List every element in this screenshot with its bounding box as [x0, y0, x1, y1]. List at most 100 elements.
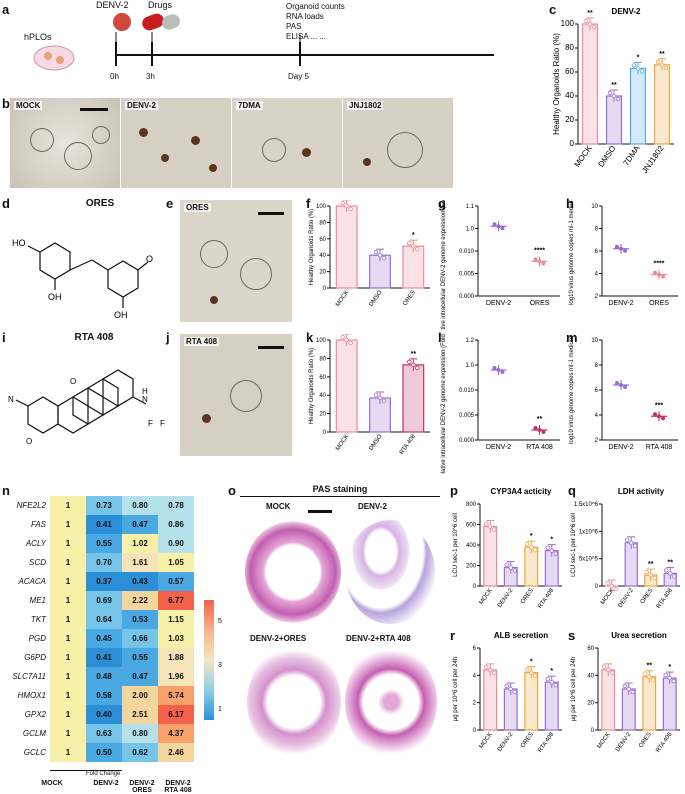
heatmap-cell: 1.02: [122, 534, 158, 553]
heatmap-cell: 1: [50, 496, 86, 515]
x-tick-label: RTA 408: [656, 587, 674, 610]
data-point: [608, 91, 612, 95]
heatmap-cell: 1: [50, 591, 86, 610]
data-point: [484, 522, 488, 526]
significance-label: *: [550, 668, 553, 675]
heatmap-cell: 0.90: [158, 534, 194, 553]
x-tick-label: ORES: [520, 732, 535, 749]
time-3h: 3h: [146, 72, 155, 81]
y-tick-label: 0.000: [459, 294, 475, 300]
x-tick-label: RTA 408: [655, 731, 673, 754]
dead-organoid: [161, 154, 169, 162]
x-tick-label: RTA 408: [537, 731, 555, 754]
color-scale-bar: [204, 600, 214, 720]
x-tick-label: ORES: [530, 300, 550, 307]
y-tick-label: 0: [591, 728, 595, 734]
panel-letter-d: d: [2, 196, 10, 211]
atom-oh-2: OH: [114, 310, 128, 320]
x-tick-label: MOCK: [600, 588, 615, 606]
y-axis-label: LCU sec-1 per 10^6 cell: [453, 513, 459, 577]
y-tick-label: 6: [595, 249, 599, 255]
heatmap-cell: 0.55: [122, 648, 158, 667]
y-tick-label: 1.1: [466, 204, 475, 210]
heatmap-column-label: MOCK: [34, 780, 70, 787]
heatmap-cell: 1.61: [122, 553, 158, 572]
y-tick-label: 80: [319, 220, 326, 226]
chart-title: CYP3A4 acticity: [491, 487, 552, 496]
micrograph-label: 7DMA: [236, 101, 263, 110]
heatmap-cell: 2.46: [158, 743, 194, 762]
heatmap-cell: 2.51: [122, 705, 158, 724]
x-tick-label: DENV-2: [486, 300, 511, 307]
data-point: [513, 569, 517, 573]
x-tick-label: MOCK: [597, 732, 612, 750]
heatmap-cell: 0.63: [86, 724, 122, 743]
significance-label: ***: [655, 402, 663, 409]
y-tick-label: 100: [316, 338, 327, 344]
gene-label: NFE2L2: [0, 501, 46, 510]
data-point: [484, 665, 488, 669]
y-axis-label: µg per 10^6 cell per 24h: [453, 657, 459, 721]
y-tick-label: 0: [323, 286, 327, 292]
data-point: [513, 690, 517, 694]
heatmap-column-label: DENV-2 ORES: [122, 780, 162, 794]
data-point: [497, 224, 501, 228]
significance-label: *: [530, 659, 533, 666]
y-tick-label: 60: [319, 375, 326, 381]
y-tick-label: 0: [323, 430, 327, 436]
significance-label: *: [637, 54, 640, 61]
data-point: [416, 366, 420, 370]
organoid: [64, 142, 92, 170]
dead-organoid: [302, 148, 311, 157]
chart-title: Urea secretion: [611, 631, 667, 640]
y-tick-label: 60: [319, 237, 326, 243]
x-tick-label: DENV-2: [497, 587, 515, 609]
heatmap-cell: 1: [50, 648, 86, 667]
data-point: [554, 683, 558, 687]
micrograph-ores: ORES: [180, 200, 292, 322]
significance-label: *: [412, 232, 415, 239]
pas-image-rta408: [345, 646, 437, 758]
data-point: [546, 677, 550, 681]
bar: [622, 689, 635, 730]
data-point: [534, 426, 538, 430]
organoid: [230, 380, 262, 412]
data-point: [408, 241, 412, 245]
x-tick-label: ORES: [640, 588, 655, 605]
chart-f: Healthy Organoids Ratio (%)020406080100M…: [306, 200, 436, 330]
panel-letter-j: j: [166, 330, 170, 345]
drug-capsule-icon: [140, 12, 165, 33]
data-point: [533, 548, 537, 552]
heatmap-cell: 0.70: [86, 553, 122, 572]
heatmap-cell: 1: [50, 629, 86, 648]
heatmap-cell: 0.45: [86, 629, 122, 648]
bar: [336, 340, 357, 432]
vinyl-bond: [70, 260, 92, 270]
y-tick-label: 10: [591, 204, 598, 210]
x-tick-label: MOCK: [335, 290, 350, 308]
atom-o: O: [146, 254, 153, 264]
heatmap-cell: 0.80: [122, 724, 158, 743]
atom-f-2: F: [160, 419, 165, 428]
pas-image-mock: [245, 520, 341, 624]
organoid-icon: [44, 52, 52, 60]
pas-image-denv2: [345, 520, 435, 624]
data-point: [606, 668, 610, 672]
heatmap-cell: 0.53: [122, 610, 158, 629]
data-point: [349, 341, 353, 345]
heatmap-cell: 0.40: [86, 705, 122, 724]
data-point: [616, 97, 620, 101]
y-tick-label: 0: [595, 584, 599, 590]
bar: [607, 96, 622, 144]
data-point: [657, 273, 661, 277]
chart-k: Healthy Organoids Ratio (%)020406080100M…: [306, 334, 436, 474]
data-point: [651, 678, 655, 682]
data-point: [505, 684, 509, 688]
chart-g: Relative intracellular DENV-2 genome exp…: [438, 200, 566, 330]
data-point: [631, 690, 635, 694]
data-point: [653, 271, 657, 275]
heatmap-cell: 2.22: [122, 591, 158, 610]
data-point: [653, 412, 657, 416]
